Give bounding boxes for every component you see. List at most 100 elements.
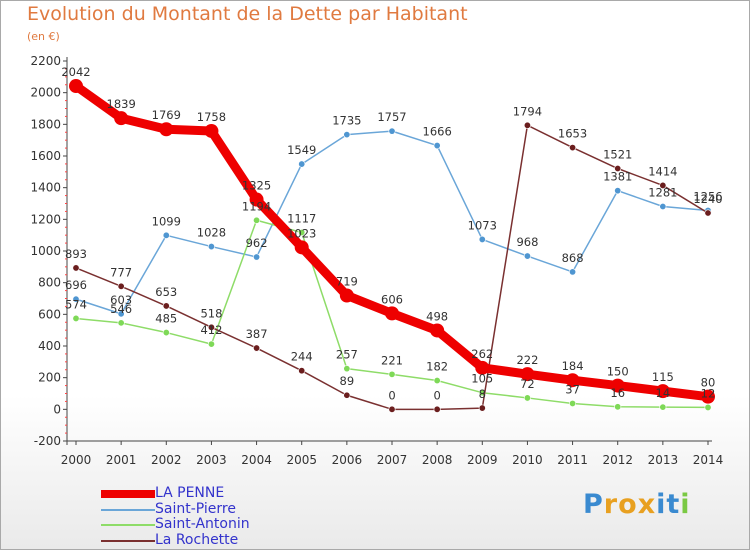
data-label-saint-antonin: 574 — [65, 297, 87, 311]
data-point-la-rochette — [207, 323, 215, 331]
data-point-saint-pierre — [117, 310, 125, 318]
logo-letter: i — [656, 489, 667, 520]
legend-swatch-la-penne — [101, 490, 155, 498]
data-point-la-penne — [294, 240, 309, 255]
data-point-saint-antonin — [569, 399, 577, 407]
data-point-la-penne — [249, 192, 264, 207]
data-point-saint-pierre — [614, 187, 622, 195]
y-tick-label: 400 — [38, 339, 61, 353]
data-label-saint-antonin: 221 — [381, 353, 403, 367]
data-label-la-penne: 498 — [426, 309, 448, 323]
x-tick-label: 2005 — [286, 453, 317, 467]
data-point-saint-pierre — [207, 243, 215, 251]
data-label-saint-antonin: 1117 — [287, 211, 316, 225]
x-tick-label: 2002 — [151, 453, 182, 467]
data-label-saint-antonin: 1194 — [242, 199, 271, 213]
x-tick-label: 2014 — [693, 453, 724, 467]
data-label-la-rochette: 1794 — [513, 104, 542, 118]
x-tick-label: 2011 — [557, 453, 588, 467]
data-label-la-rochette: 0 — [433, 388, 440, 402]
data-label-saint-antonin: 182 — [426, 360, 448, 374]
data-point-la-penne — [339, 288, 354, 303]
data-point-saint-pierre — [523, 252, 531, 260]
logo-letter: t — [666, 489, 681, 520]
y-tick-label: 1000 — [30, 244, 61, 258]
data-label-la-rochette: 893 — [65, 247, 87, 261]
data-label-saint-antonin: 546 — [110, 302, 132, 316]
legend-label-la-penne: LA PENNE — [155, 485, 225, 501]
data-label-saint-pierre: 1028 — [197, 226, 226, 240]
y-tick-label: 800 — [38, 276, 61, 290]
data-label-la-penne: 1023 — [287, 226, 316, 240]
proxiti-logo: Proxiti — [583, 489, 691, 520]
data-label-la-penne: 184 — [562, 359, 584, 373]
y-tick-label: 1200 — [30, 212, 61, 226]
data-label-saint-pierre: 962 — [246, 236, 268, 250]
y-tick-label: 1400 — [30, 181, 61, 195]
data-point-saint-antonin — [117, 319, 125, 327]
x-tick-label: 2008 — [422, 453, 453, 467]
data-point-la-penne — [520, 367, 535, 382]
data-label-la-rochette: 1240 — [693, 192, 722, 206]
data-point-saint-antonin — [72, 314, 80, 322]
data-label-saint-pierre: 603 — [110, 293, 132, 307]
data-point-saint-antonin — [162, 329, 170, 337]
data-point-saint-pierre — [162, 231, 170, 239]
data-label-la-rochette: 777 — [110, 265, 132, 279]
data-label-la-rochette: 518 — [200, 306, 222, 320]
x-tick-label: 2013 — [648, 453, 679, 467]
data-point-la-rochette — [478, 404, 486, 412]
data-point-saint-antonin — [388, 370, 396, 378]
data-point-la-rochette — [253, 344, 261, 352]
data-label-saint-pierre: 1757 — [377, 110, 406, 124]
data-label-saint-pierre: 1549 — [287, 143, 316, 157]
data-label-saint-pierre: 696 — [65, 278, 87, 292]
data-point-saint-pierre — [298, 160, 306, 168]
data-label-saint-antonin: 37 — [565, 382, 580, 396]
y-tick-label: 1800 — [30, 117, 61, 131]
y-tick-label: 2200 — [30, 54, 61, 68]
y-tick-label: 2000 — [30, 86, 61, 100]
data-point-la-rochette — [72, 264, 80, 272]
x-tick-label: 2004 — [241, 453, 272, 467]
y-tick-label: -200 — [34, 434, 61, 448]
data-label-saint-pierre: 868 — [562, 251, 584, 265]
data-label-saint-antonin: 412 — [200, 323, 222, 337]
y-tick-label: 200 — [38, 371, 61, 385]
data-point-la-penne — [385, 306, 399, 321]
legend-label-saint-antonin: Saint-Antonin — [155, 516, 250, 532]
data-point-la-penne — [565, 373, 580, 388]
data-point-saint-antonin — [523, 394, 531, 402]
x-tick-label: 2009 — [467, 453, 498, 467]
data-point-la-rochette — [614, 165, 622, 173]
data-point-la-rochette — [569, 144, 577, 152]
data-label-la-penne: 262 — [471, 347, 493, 361]
y-tick-label: 600 — [38, 307, 61, 321]
data-point-la-penne — [610, 378, 625, 393]
logo-letter: r — [603, 489, 619, 520]
x-tick-label: 2001 — [106, 453, 137, 467]
data-point-saint-antonin — [343, 365, 351, 373]
data-point-saint-pierre — [388, 127, 396, 135]
data-point-la-rochette — [298, 367, 306, 375]
data-label-la-rochette: 1521 — [603, 148, 632, 162]
data-point-saint-pierre — [343, 131, 351, 139]
data-point-la-penne — [114, 111, 129, 126]
data-point-saint-antonin — [253, 216, 261, 224]
x-tick-label: 2007 — [377, 453, 408, 467]
data-label-saint-antonin: 72 — [520, 377, 535, 391]
data-point-la-rochette — [433, 405, 441, 413]
data-point-saint-antonin — [207, 340, 215, 348]
data-point-la-penne — [204, 123, 219, 138]
legend-swatch-la-rochette — [101, 539, 155, 542]
legend-label-saint-pierre: Saint-Pierre — [155, 500, 236, 517]
x-tick-label: 2006 — [332, 453, 363, 467]
data-point-saint-antonin — [659, 403, 667, 411]
chart-title: Evolution du Montant de la Dette par Hab… — [27, 3, 468, 25]
legend-swatch-saint-antonin — [101, 524, 155, 526]
data-point-saint-pierre — [569, 268, 577, 276]
data-point-saint-pierre — [478, 235, 486, 243]
data-label-saint-pierre: 1073 — [468, 218, 497, 232]
legend-label-la-rochette: La Rochette — [155, 531, 239, 548]
data-label-saint-antonin: 485 — [155, 312, 177, 326]
